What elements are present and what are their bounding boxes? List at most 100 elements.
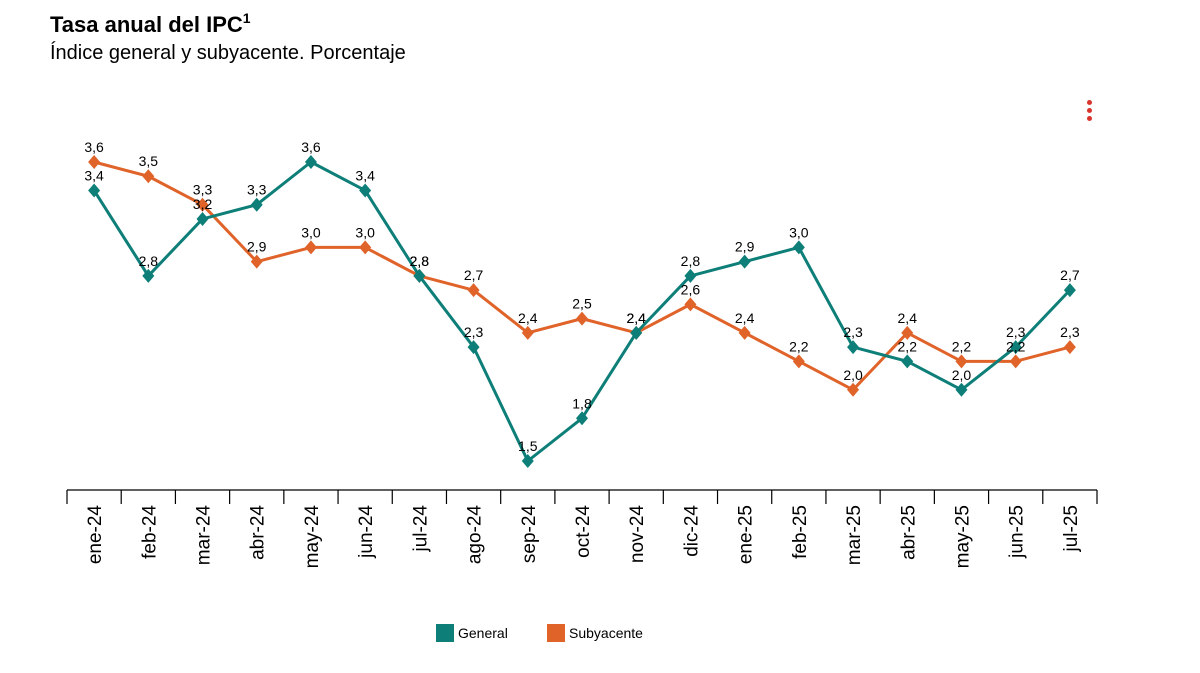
data-label-subyacente: 2,7	[464, 267, 484, 283]
data-label-general: 2,8	[410, 253, 430, 269]
data-point-general	[359, 183, 372, 198]
data-point-subyacente	[304, 240, 317, 255]
data-point-general	[738, 254, 751, 269]
x-tick-label: abr-24	[248, 505, 269, 560]
data-point-subyacente	[142, 169, 155, 184]
data-label-subyacente: 3,6	[84, 139, 104, 155]
data-point-subyacente	[1063, 340, 1076, 355]
data-point-subyacente	[901, 325, 914, 340]
x-tick-label: jul-25	[1061, 505, 1082, 552]
series-line-subyacente	[93, 160, 1071, 392]
data-label-subyacente: 2,4	[518, 310, 538, 326]
x-tick-label: dic-24	[681, 505, 702, 557]
data-point-subyacente	[196, 197, 209, 212]
x-tick-label: mar-25	[844, 505, 865, 565]
x-tick-label: may-24	[302, 505, 323, 569]
data-point-general	[630, 325, 643, 340]
data-label-subyacente: 2,2	[789, 338, 809, 354]
chart-title: Tasa anual del IPC1	[50, 10, 251, 37]
data-point-general	[521, 454, 534, 468]
x-tick-label: ago-24	[465, 505, 486, 565]
x-tick-label: jun-25	[1007, 505, 1028, 559]
x-tick-label: mar-24	[194, 505, 215, 566]
data-point-general	[847, 340, 860, 355]
x-tick-label: feb-25	[790, 505, 811, 559]
x-tick-label: oct-24	[573, 505, 594, 558]
data-label-subyacente: 3,3	[193, 182, 213, 198]
data-point-subyacente	[684, 297, 697, 312]
data-point-subyacente	[955, 354, 968, 369]
data-labels: 3,42,83,23,33,63,42,82,31,51,82,42,82,93…	[84, 139, 1079, 454]
data-label-general: 2,0	[952, 367, 972, 383]
legend-label-general: General	[458, 625, 508, 641]
data-label-general: 2,3	[1006, 324, 1026, 340]
data-point-subyacente	[88, 155, 101, 169]
x-tick-label: jul-24	[410, 505, 431, 553]
data-point-subyacente	[250, 254, 263, 269]
data-point-general	[413, 268, 426, 283]
data-point-general	[792, 240, 805, 255]
data-label-subyacente: 2,4	[898, 310, 918, 326]
data-label-subyacente: 3,0	[301, 224, 321, 240]
data-label-general: 2,8	[681, 253, 701, 269]
title-footnote-mark: 1	[242, 10, 251, 26]
series-layer	[88, 155, 1076, 468]
data-point-general	[955, 382, 968, 397]
data-point-general	[576, 411, 588, 426]
x-tick-label: ene-24	[85, 505, 106, 565]
more-options-icon[interactable]	[1083, 100, 1095, 126]
data-point-subyacente	[1009, 354, 1022, 369]
data-label-subyacente: 2,2	[1006, 338, 1026, 354]
data-label-general: 3,4	[84, 167, 104, 183]
x-tick-label: jun-24	[356, 505, 377, 559]
data-label-general: 3,3	[247, 182, 267, 198]
data-label-subyacente: 2,5	[572, 296, 592, 312]
data-label-subyacente: 2,6	[681, 281, 701, 297]
data-point-subyacente	[792, 354, 805, 369]
data-point-subyacente	[521, 325, 534, 340]
data-point-general	[684, 268, 697, 283]
x-axis: ene-24 feb-24 mar-24 abr-24 may-24 jun-24 jul-…	[66, 489, 1098, 569]
data-point-subyacente	[738, 325, 751, 340]
data-label-general: 1,5	[518, 438, 538, 454]
legend-swatch-general	[436, 624, 454, 642]
data-point-general	[1009, 340, 1022, 355]
x-tick-label: nov-24	[627, 505, 648, 564]
x-tick-label: ene-25	[736, 505, 757, 564]
data-point-general	[196, 211, 209, 226]
data-point-general	[304, 155, 317, 169]
data-label-general: 2,8	[139, 253, 159, 269]
data-point-subyacente	[359, 240, 372, 255]
data-label-general: 1,8	[572, 395, 592, 411]
data-label-subyacente: 2,0	[843, 367, 863, 383]
x-tick-label: may-25	[952, 505, 973, 568]
data-point-general	[88, 183, 101, 198]
data-label-general: 2,3	[843, 324, 863, 340]
legend-item-general[interactable]: General	[436, 624, 508, 642]
data-label-general: 3,0	[789, 224, 809, 240]
legend-item-subyacente[interactable]: Subyacente	[547, 624, 643, 642]
data-label-subyacente: 2,2	[952, 338, 972, 354]
data-label-general: 2,9	[735, 239, 755, 255]
data-point-general	[1063, 283, 1076, 298]
data-label-subyacente: 2,4	[735, 310, 755, 326]
data-point-general	[142, 268, 155, 283]
data-label-subyacente: 2,3	[1060, 324, 1080, 340]
data-label-subyacente: 3,0	[355, 224, 375, 240]
chart-subtitle: Índice general y subyacente. Porcentaje	[50, 42, 406, 64]
data-point-general	[467, 340, 480, 355]
data-point-subyacente	[847, 382, 860, 397]
data-label-general: 2,3	[464, 324, 484, 340]
data-point-subyacente	[467, 283, 480, 298]
x-tick-label: abr-25	[898, 505, 919, 560]
data-label-general: 3,2	[193, 196, 213, 212]
data-point-subyacente	[576, 311, 588, 326]
legend-swatch-subyacente	[547, 624, 565, 642]
data-label-subyacente: 2,4	[626, 310, 646, 326]
data-label-general: 2,4	[626, 310, 646, 326]
data-label-general: 3,6	[301, 139, 321, 155]
data-label-general: 2,7	[1060, 267, 1080, 283]
x-tick-label: sep-24	[519, 505, 540, 564]
data-label-subyacente: 2,9	[247, 239, 267, 255]
